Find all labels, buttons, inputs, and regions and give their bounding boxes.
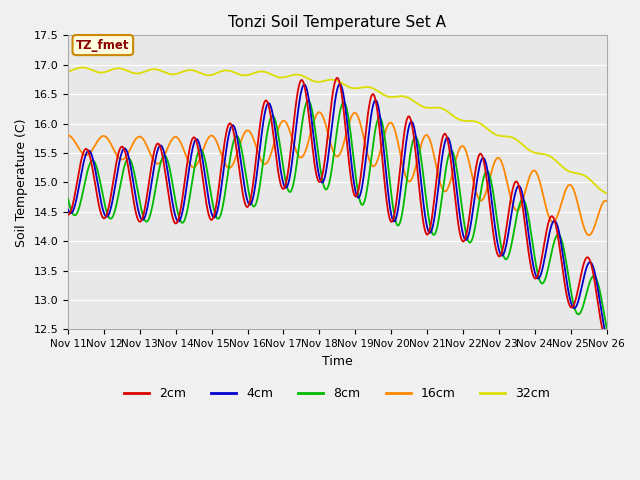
Legend: 2cm, 4cm, 8cm, 16cm, 32cm: 2cm, 4cm, 8cm, 16cm, 32cm xyxy=(120,383,556,406)
X-axis label: Time: Time xyxy=(322,355,353,368)
Text: TZ_fmet: TZ_fmet xyxy=(76,38,130,51)
Y-axis label: Soil Temperature (C): Soil Temperature (C) xyxy=(15,118,28,247)
Title: Tonzi Soil Temperature Set A: Tonzi Soil Temperature Set A xyxy=(228,15,446,30)
